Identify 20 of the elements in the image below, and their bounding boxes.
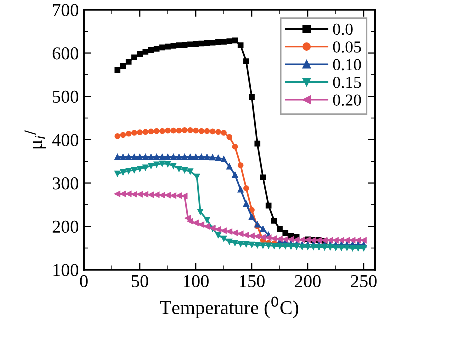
legend-label: 0.20 <box>333 94 362 106</box>
x-tick-label: 0 <box>80 275 88 288</box>
y-tick-label: 200 <box>52 220 79 234</box>
legend-label: 0.10 <box>333 59 362 71</box>
legend-label: 0.0 <box>333 24 353 36</box>
x-axis-title: Temperature ($^{0}$C) <box>160 296 298 318</box>
x-tick-label: 250 <box>351 275 377 288</box>
legend-label: 0.15 <box>333 77 362 88</box>
legend-label: 0.05 <box>333 42 362 53</box>
y-tick-label: 500 <box>53 90 79 104</box>
x-tick-label: 200 <box>295 275 321 288</box>
y-tick-label: 100 <box>54 264 79 276</box>
y-axis-title: μ$_{i}$$^{/}$ <box>24 130 46 149</box>
y-tick-label: 400 <box>52 134 79 146</box>
y-tick-label: 700 <box>53 4 79 16</box>
x-tick-label: 50 <box>132 275 148 288</box>
y-tick-label: 300 <box>53 178 79 190</box>
x-tick-label: 100 <box>184 275 209 288</box>
x-tick-label: 150 <box>240 275 265 288</box>
y-tick-label: 600 <box>52 48 79 60</box>
